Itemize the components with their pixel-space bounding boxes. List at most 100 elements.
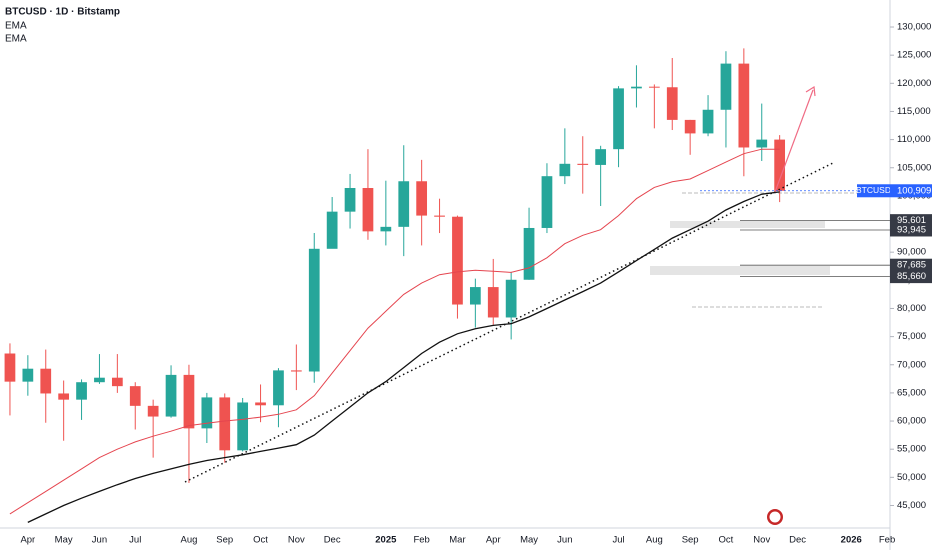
x-tick-label: Sep: [216, 535, 233, 546]
x-tick-label: Oct: [719, 535, 734, 546]
price-tag-label: 95,601: [897, 215, 926, 226]
x-tick-label: Feb: [413, 535, 429, 546]
symbol-tag: [857, 184, 890, 198]
x-tick-label: Dec: [324, 535, 341, 546]
candle-body: [362, 188, 374, 232]
y-tick-label: 90,000: [897, 247, 926, 258]
candle-body: [273, 370, 284, 406]
x-tick-label: Sep: [682, 535, 699, 546]
candle-body: [541, 176, 553, 228]
y-tick-label: 120,000: [897, 78, 931, 89]
y-tick-label: 115,000: [897, 106, 931, 117]
candle-body: [308, 248, 320, 372]
candle-body: [94, 377, 105, 383]
zone: [670, 221, 825, 228]
price-tag: [890, 258, 932, 272]
candle-body: [702, 109, 714, 134]
candle-body: [165, 374, 177, 417]
y-tick-label: 130,000: [897, 22, 931, 33]
price-tag: [890, 184, 932, 198]
x-tick-label: Apr: [20, 535, 35, 546]
x-tick-label: May: [55, 535, 73, 546]
candle-body: [559, 163, 571, 177]
x-tick-label: Dec: [789, 535, 806, 546]
y-tick-label: 50,000: [897, 472, 926, 483]
price-tag-label: 85,660: [897, 271, 926, 282]
y-tick-label: 55,000: [897, 444, 926, 455]
trendline: [184, 162, 834, 483]
candle-body: [595, 149, 607, 165]
legend-entry: EMA: [5, 21, 27, 32]
x-tick-label: Oct: [253, 535, 268, 546]
x-tick-label: Jun: [92, 535, 107, 546]
legend-entry: EMA: [5, 34, 27, 45]
y-tick-label: 75,000: [897, 331, 926, 342]
candle-body: [416, 181, 428, 216]
candle-body: [756, 139, 768, 148]
event-icon: [769, 511, 781, 523]
y-tick-label: 60,000: [897, 416, 926, 427]
x-tick-label: Nov: [288, 535, 305, 546]
price-tag-label: 87,685: [897, 260, 926, 271]
price-tag-label: 93,945: [897, 224, 926, 235]
x-tick-label: Jun: [557, 535, 572, 546]
candle-body: [452, 216, 463, 305]
candle-body: [219, 397, 231, 451]
chart-title: BTCUSD · 1D · Bitstamp: [5, 7, 120, 18]
y-tick-label: 65,000: [897, 387, 926, 398]
candle-body: [577, 163, 589, 165]
ema-line: [27, 191, 780, 523]
candle-body: [523, 227, 535, 280]
candle-body: [720, 63, 732, 110]
candle-body: [487, 287, 499, 318]
candle-body: [666, 87, 678, 120]
y-tick-label: 45,000: [897, 500, 926, 511]
x-tick-label: Nov: [753, 535, 770, 546]
candle-body: [22, 368, 34, 382]
y-tick-label: 80,000: [897, 303, 926, 314]
x-tick-label: Aug: [180, 535, 197, 546]
x-tick-label: 2025: [375, 535, 397, 546]
candle-body: [344, 188, 356, 212]
x-tick-label: Aug: [646, 535, 663, 546]
ema-line: [9, 148, 780, 515]
zone: [650, 266, 830, 275]
candle-body: [40, 368, 52, 394]
candle-body: [380, 226, 392, 232]
candle-body: [111, 377, 123, 387]
y-tick-label: 110,000: [897, 134, 931, 145]
candle-body: [290, 370, 302, 372]
x-tick-label: Jul: [612, 535, 624, 546]
candle-body: [4, 353, 16, 382]
candle-body: [76, 382, 87, 400]
x-tick-label: Jul: [129, 535, 141, 546]
candle-body: [58, 393, 70, 400]
candle-body: [129, 386, 141, 406]
candle-body: [631, 86, 642, 89]
x-tick-label: Feb: [879, 535, 895, 546]
x-tick-label: 2026: [841, 535, 862, 546]
price-tag: [890, 270, 932, 284]
y-tick-label: 70,000: [897, 359, 926, 370]
drawings: [184, 85, 834, 525]
candle-body: [183, 374, 195, 429]
candle-body: [469, 287, 481, 305]
y-tick-label: 125,000: [897, 50, 931, 61]
candle-body: [774, 139, 786, 191]
candle-body: [738, 63, 750, 148]
candle-body: [648, 86, 660, 88]
x-tick-label: Apr: [486, 535, 501, 546]
arrow-head: [805, 85, 816, 97]
candle-body: [398, 181, 410, 227]
candle-body: [505, 279, 517, 318]
price-tag-label: 100,909: [897, 185, 931, 196]
x-tick-label: May: [520, 535, 538, 546]
candle-body: [434, 215, 445, 217]
candle-body: [326, 211, 338, 249]
arrow: [774, 89, 814, 193]
candle-body: [255, 402, 266, 406]
candle-body: [147, 405, 159, 417]
y-tick-label: 105,000: [897, 162, 931, 173]
x-tick-label: Mar: [449, 535, 465, 546]
